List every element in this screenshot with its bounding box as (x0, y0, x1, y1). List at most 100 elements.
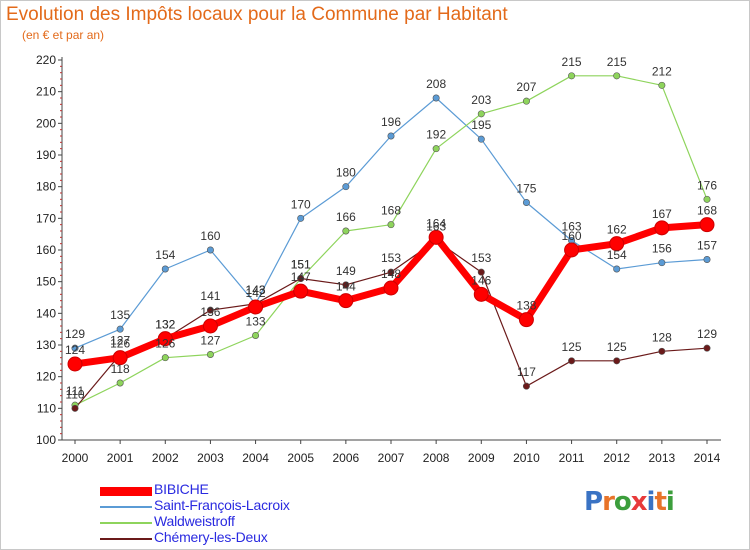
x-tick-label: 2006 (333, 451, 360, 465)
series-point (613, 72, 621, 80)
data-label: 168 (697, 204, 717, 218)
data-label: 192 (426, 128, 446, 142)
data-label: 153 (381, 251, 401, 265)
series-point (297, 274, 305, 282)
y-tick-label: 220 (36, 53, 56, 67)
data-label: 207 (516, 80, 536, 94)
legend-label: Saint-François-Lacroix (154, 497, 290, 513)
series-point (71, 404, 79, 412)
legend-swatch (100, 538, 152, 540)
data-label: 132 (155, 318, 175, 332)
series-point (522, 382, 530, 390)
data-label: 168 (381, 204, 401, 218)
data-label: 117 (517, 365, 536, 379)
series-point (206, 306, 214, 314)
series-point (703, 255, 711, 263)
data-label: 143 (246, 283, 266, 297)
data-label: 167 (652, 207, 672, 221)
legend-swatch (100, 486, 152, 496)
series-point (202, 318, 218, 334)
data-label: 148 (381, 267, 401, 281)
data-label: 163 (426, 220, 446, 234)
data-label: 212 (652, 64, 672, 78)
legend-swatch (100, 506, 152, 508)
legend-item: BIBICHE (100, 481, 360, 499)
data-label: 176 (697, 178, 717, 192)
series-point (658, 347, 666, 355)
y-tick-label: 140 (36, 306, 56, 320)
x-tick-label: 2012 (603, 451, 630, 465)
y-tick-label: 110 (37, 401, 56, 415)
data-label: 164 (426, 216, 446, 230)
series-point (338, 293, 354, 309)
series-point (342, 227, 350, 235)
series-point (609, 236, 625, 252)
y-tick-label: 200 (36, 116, 56, 130)
series-point (658, 81, 666, 89)
x-tick-label: 2002 (152, 451, 179, 465)
data-label: 151 (291, 258, 311, 272)
series-point (387, 132, 395, 140)
series-point (161, 354, 169, 362)
data-label: 180 (336, 166, 356, 180)
series-point (157, 331, 173, 347)
data-labels: 129 135 154 160 143 170 180 196 208 195 175 163 154 1… (65, 55, 717, 402)
data-label: 196 (381, 115, 401, 129)
series-point (477, 135, 485, 143)
series-point (248, 299, 264, 315)
data-label: 208 (426, 77, 446, 91)
data-label: 126 (155, 337, 175, 351)
data-label: 129 (697, 327, 717, 341)
series-point (522, 199, 530, 207)
data-label: 136 (200, 305, 220, 319)
data-label: 141 (200, 289, 220, 303)
series-point (383, 280, 399, 296)
data-label: 151 (291, 258, 311, 272)
data-label: 128 (652, 330, 672, 344)
series-point (658, 259, 666, 267)
legend-item: Chémery-les-Deux (100, 529, 360, 547)
series-point (387, 268, 395, 276)
x-tick-label: 2004 (242, 451, 269, 465)
series-point (293, 283, 309, 299)
series-point (564, 242, 580, 258)
y-tick-label: 160 (36, 243, 56, 257)
x-tick-label: 2005 (287, 451, 314, 465)
data-label: 166 (336, 210, 356, 224)
series-point (473, 286, 489, 302)
series-point (654, 220, 670, 236)
data-label: 125 (607, 340, 627, 354)
data-label: 126 (110, 337, 130, 351)
series-point (112, 350, 128, 366)
x-tick-label: 2008 (423, 451, 450, 465)
data-label: 133 (246, 315, 266, 329)
y-tick-label: 190 (36, 148, 56, 162)
series-point (342, 183, 350, 191)
data-label: 118 (111, 362, 130, 376)
series-point (161, 265, 169, 273)
data-label: 163 (562, 220, 582, 234)
data-label: 156 (652, 242, 672, 256)
data-label: 138 (516, 299, 536, 313)
data-label: 170 (291, 197, 311, 211)
data-label: 132 (155, 318, 175, 332)
series-point (252, 331, 260, 339)
y-tick-label: 210 (36, 85, 56, 99)
data-label: 215 (562, 55, 582, 69)
series-point (613, 265, 621, 273)
proxiti-logo: Proxiti (584, 487, 675, 517)
data-label: 175 (516, 182, 536, 196)
data-label: 160 (200, 229, 220, 243)
data-label: 154 (607, 248, 627, 262)
data-label: 127 (110, 334, 130, 348)
series-point (518, 312, 534, 328)
x-tick-label: 2009 (468, 451, 495, 465)
data-label: 149 (336, 264, 356, 278)
x-tick-label: 2007 (378, 451, 405, 465)
y-tick-label: 180 (36, 180, 56, 194)
y-tick-label: 150 (36, 275, 56, 289)
series-point (428, 229, 444, 245)
data-label: 162 (607, 223, 627, 237)
x-tick-label: 2001 (107, 451, 134, 465)
